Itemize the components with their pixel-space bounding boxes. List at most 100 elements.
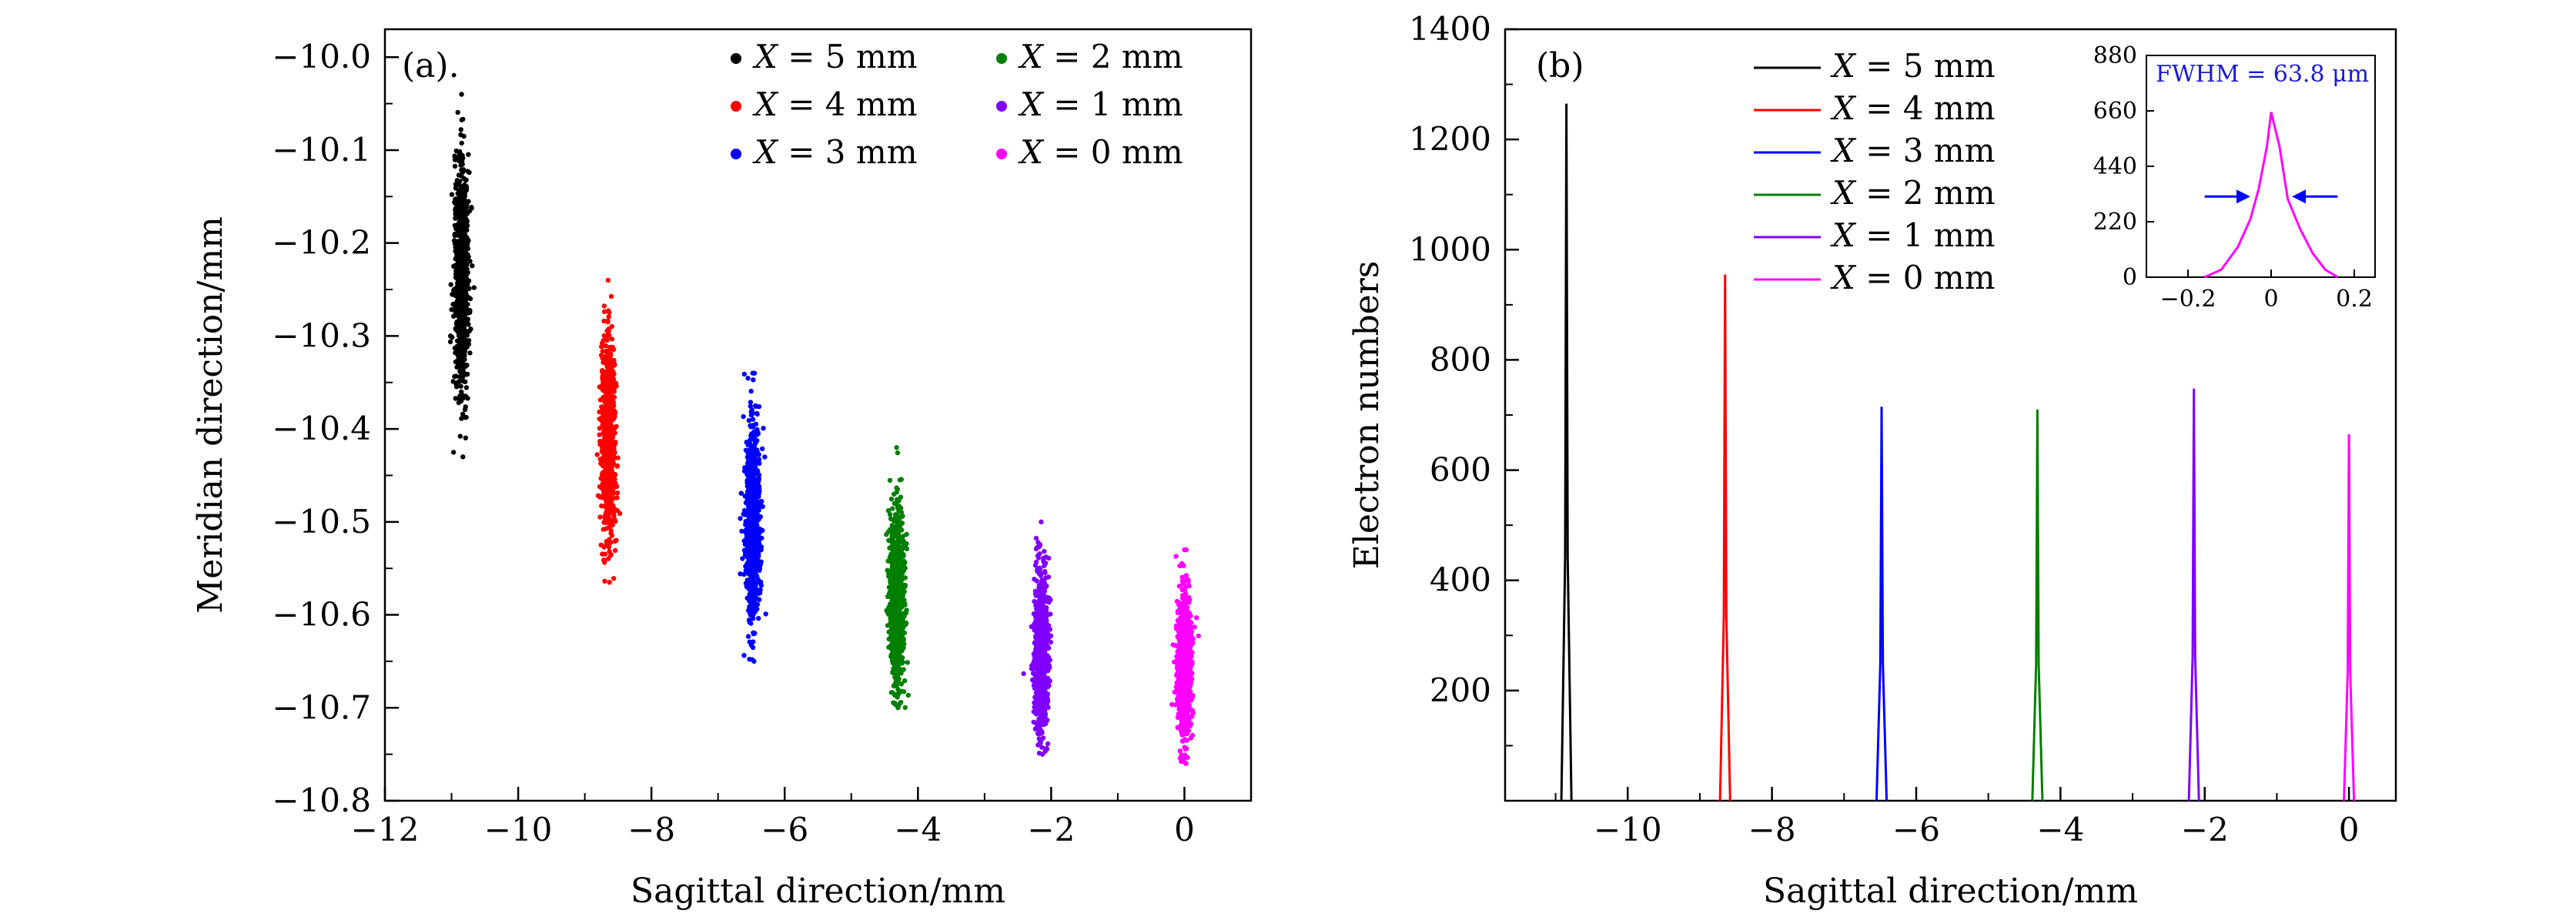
scatter-point xyxy=(463,379,468,385)
scatter-point xyxy=(459,167,464,173)
scatter-point xyxy=(897,504,902,509)
scatter-point xyxy=(889,523,895,528)
scatter-point xyxy=(1042,627,1049,633)
scatter-point xyxy=(463,216,469,222)
scatter-point xyxy=(453,207,458,213)
scatter-point xyxy=(463,204,470,210)
scatter-point xyxy=(1037,565,1042,571)
scatter-point xyxy=(1035,639,1040,644)
scatter-point xyxy=(752,456,758,461)
scatter-point xyxy=(1048,597,1053,603)
scatter-point xyxy=(601,504,607,509)
scatter-point xyxy=(594,452,600,457)
scatter-point xyxy=(611,576,617,581)
scatter-point xyxy=(460,286,466,293)
scatter-point xyxy=(887,591,893,597)
scatter-point xyxy=(604,386,609,391)
scatter-point xyxy=(747,564,752,570)
scatter-point xyxy=(896,667,902,672)
scatter-point xyxy=(1032,588,1039,594)
scatter-point xyxy=(891,581,896,587)
scatter-point xyxy=(467,296,473,302)
scatter-point xyxy=(466,199,471,204)
scatter-point xyxy=(897,509,903,514)
scatter-point xyxy=(458,359,463,364)
scatter-point xyxy=(604,488,609,494)
scatter-point xyxy=(890,574,895,580)
scatter-point xyxy=(746,417,752,423)
scatter-point xyxy=(754,410,760,417)
scatter-point xyxy=(741,371,747,377)
scatter-point xyxy=(747,480,752,486)
series-0-points xyxy=(447,92,477,460)
scatter-point xyxy=(457,324,463,330)
scatter-point xyxy=(601,481,606,487)
scatter-point xyxy=(611,371,617,377)
scatter-points xyxy=(447,92,1201,766)
scatter-point xyxy=(750,417,756,422)
scatter-point xyxy=(465,169,470,174)
scatter-point xyxy=(455,109,460,115)
scatter-point xyxy=(1035,652,1040,658)
scatter-point xyxy=(597,514,603,520)
scatter-point xyxy=(604,392,610,397)
scatter-point xyxy=(612,538,618,544)
scatter-point xyxy=(604,362,611,367)
scatter-point xyxy=(747,639,752,644)
scatter-point xyxy=(751,460,758,466)
scatter-point xyxy=(900,618,905,624)
scatter-point xyxy=(900,534,906,539)
scatter-point xyxy=(742,465,748,470)
scatter-point xyxy=(895,450,901,456)
scatter-point xyxy=(756,507,761,513)
scatter-point xyxy=(748,469,753,474)
scatter-point xyxy=(610,414,615,420)
scatter-point xyxy=(890,506,895,511)
scatter-point xyxy=(1038,581,1044,587)
scatter-point xyxy=(610,503,615,508)
scatter-point xyxy=(601,309,607,315)
scatter-point xyxy=(887,554,893,560)
scatter-point xyxy=(754,540,759,547)
scatter-point xyxy=(891,700,896,705)
scatter-point xyxy=(1037,645,1042,651)
scatter-point xyxy=(1041,718,1046,725)
scatter-point xyxy=(458,303,463,309)
scatter-point xyxy=(602,578,607,584)
scatter-point xyxy=(604,520,610,526)
scatter-point xyxy=(741,413,746,420)
scatter-point xyxy=(901,544,907,551)
scatter-point xyxy=(601,303,607,309)
scatter-point xyxy=(458,383,463,389)
scatter-point xyxy=(747,476,753,482)
scatter-point xyxy=(748,486,754,491)
scatter-point xyxy=(1033,546,1039,552)
scatter-point xyxy=(602,560,607,565)
scatter-point xyxy=(1021,671,1026,677)
scatter-point xyxy=(457,433,463,439)
scatter-point xyxy=(746,539,751,545)
scatter-point xyxy=(609,476,614,481)
scatter-point xyxy=(750,556,755,561)
scatter-point xyxy=(1043,605,1049,611)
scatter-point xyxy=(1048,639,1054,645)
scatter-point xyxy=(1042,617,1049,623)
scatter-point xyxy=(900,514,905,519)
scatter-point xyxy=(756,597,762,602)
scatter-point xyxy=(892,655,898,661)
scatter-point xyxy=(460,411,466,417)
scatter-point xyxy=(460,152,465,159)
scatter-point xyxy=(1034,606,1039,611)
scatter-point xyxy=(471,285,477,290)
scatter-point xyxy=(459,117,464,122)
scatter-point xyxy=(894,572,900,578)
scatter-point xyxy=(1032,622,1038,628)
scatter-point xyxy=(606,480,611,486)
scatter-point xyxy=(747,577,752,583)
scatter-point xyxy=(460,395,466,401)
scatter-point xyxy=(889,587,895,592)
scatter-point xyxy=(600,348,606,354)
scatter-point xyxy=(602,354,607,360)
scatter-point xyxy=(606,314,611,320)
scatter-point xyxy=(460,340,467,346)
